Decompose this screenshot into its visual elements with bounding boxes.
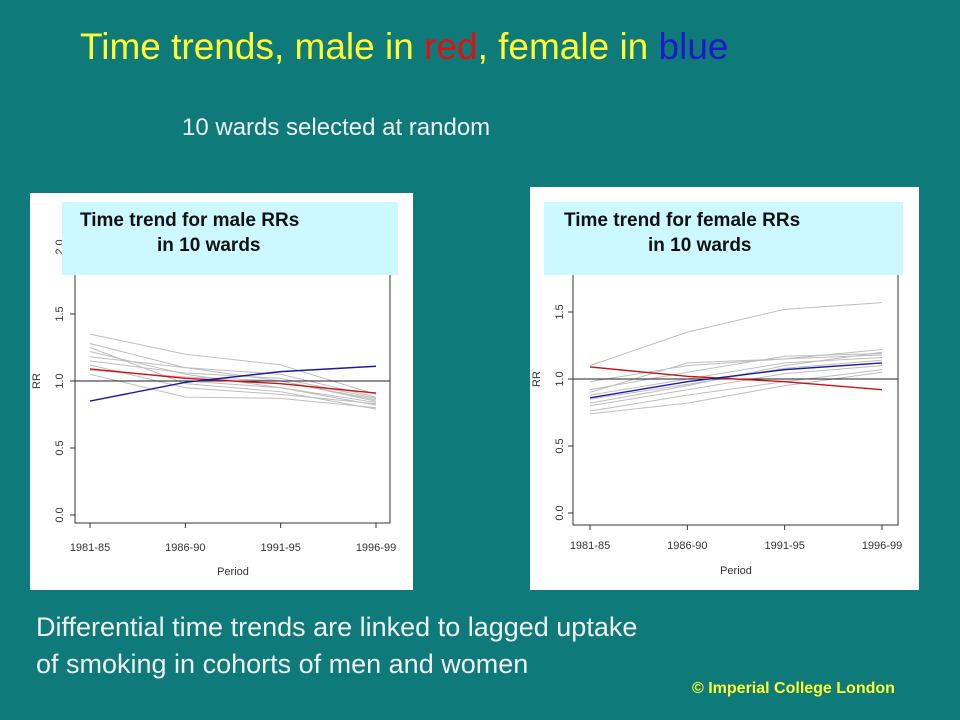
x-tick-label: 1981-85 [70, 542, 110, 554]
ward-line [589, 353, 883, 391]
y-tick-label: 0.0 [554, 505, 566, 520]
title-part1: Time trends, male in [80, 26, 425, 67]
ward-line [589, 349, 883, 383]
female-chart-caption: Time trend for female RRs in 10 wards [544, 202, 903, 275]
ward-line [589, 369, 883, 412]
bottom-text-line1: Differential time trends are linked to l… [36, 612, 638, 642]
y-tick-label: 1.0 [554, 371, 566, 386]
title-blue-word: blue [658, 26, 729, 67]
female-trend-line [89, 365, 377, 402]
ward-line [589, 302, 883, 367]
y-tick-label: 0.0 [54, 507, 66, 522]
male-trend-line [589, 366, 883, 391]
x-tick-label: 1991-95 [764, 540, 804, 552]
ward-line [589, 357, 883, 396]
x-tick-label: 1996-99 [862, 540, 902, 552]
y-tick-label: 1.5 [554, 304, 566, 319]
y-axis-label: RR [31, 373, 43, 389]
x-axis-label: Period [217, 566, 249, 578]
y-tick-label: 0.5 [554, 438, 566, 453]
ward-line [589, 354, 883, 393]
x-tick-label: 1986-90 [165, 542, 205, 554]
y-axis-label: RR [531, 371, 543, 387]
female-chart: 0.00.51.01.52.01981-851986-901991-951996… [531, 216, 902, 577]
title-red-word: red [424, 26, 478, 67]
female-caption-line1: Time trend for female RRs [564, 210, 801, 231]
ward-line [89, 373, 377, 409]
ward-line [89, 347, 377, 410]
male-trend-line [89, 368, 377, 394]
bottom-text: Differential time trends are linked to l… [36, 609, 637, 683]
male-chart-caption: Time trend for male RRs in 10 wards [62, 202, 398, 275]
x-tick-label: 1996-99 [356, 542, 396, 554]
x-tick-label: 1986-90 [667, 540, 707, 552]
ward-line [89, 342, 377, 402]
female-caption-line2: in 10 wards [648, 235, 752, 256]
x-tick-label: 1991-95 [260, 542, 300, 554]
ward-line [89, 333, 377, 395]
male-caption-line2: in 10 wards [157, 235, 261, 256]
x-tick-label: 1981-85 [570, 540, 610, 552]
copyright-text: © Imperial College London [692, 680, 895, 697]
female-trend-line [589, 362, 883, 399]
x-axis-label: Period [720, 565, 752, 577]
y-tick-label: 1.0 [54, 373, 66, 388]
y-tick-label: 1.5 [54, 306, 66, 321]
title-part2: , female in [477, 26, 659, 67]
subtitle: 10 wards selected at random [182, 114, 491, 141]
bottom-text-line2: of smoking in cohorts of men and women [36, 649, 529, 679]
ward-line [589, 365, 883, 407]
y-tick-label: 0.5 [54, 440, 66, 455]
ward-line [89, 356, 377, 398]
page-title: Time trends, male in red, female in blue [80, 26, 729, 68]
male-caption-line1: Time trend for male RRs [80, 210, 300, 231]
ward-line [89, 364, 377, 405]
